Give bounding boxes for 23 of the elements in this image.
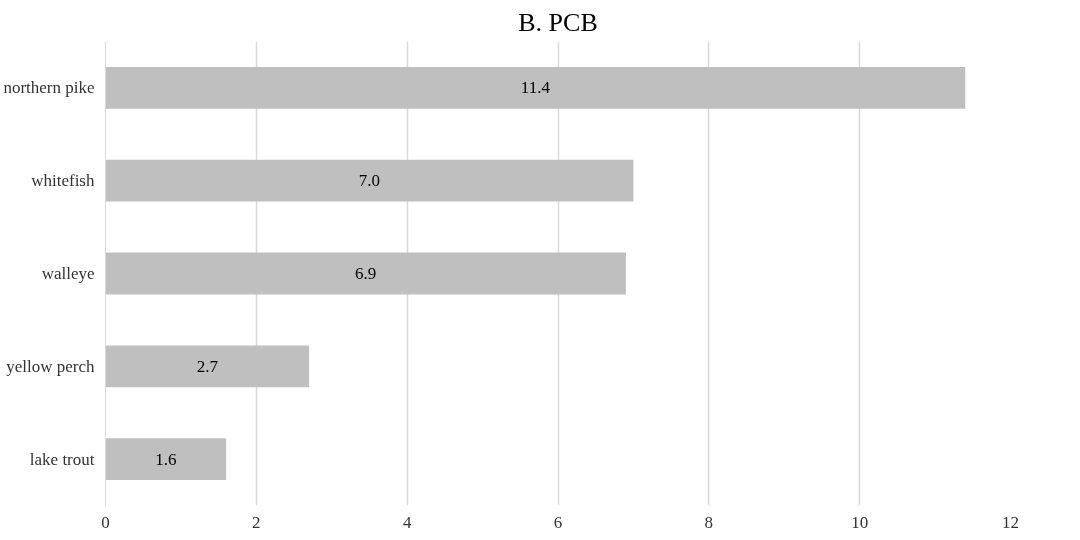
y-tick-label: whitefish [31, 171, 95, 191]
bar [105, 345, 310, 388]
y-tick-label: yellow perch [6, 356, 95, 376]
bar [105, 252, 626, 295]
bar [105, 67, 966, 109]
x-tick-label: 2 [252, 512, 261, 532]
chart-title: B. PCB [518, 7, 598, 37]
x-tick-label: 12 [1002, 512, 1019, 532]
x-tick-label: 8 [704, 512, 714, 532]
y-tick-label: walleye [41, 264, 95, 283]
data-label: 6.9 [355, 264, 377, 283]
bar [105, 159, 634, 202]
x-tick-label: 4 [402, 512, 412, 532]
y-tick-label: northern pike [3, 78, 95, 98]
bar [105, 438, 227, 480]
data-label: 1.6 [155, 449, 177, 469]
data-label: 7.0 [358, 171, 381, 191]
data-label: 11.4 [520, 78, 551, 98]
x-tick-label: 0 [101, 512, 110, 532]
data-label: 2.7 [196, 356, 219, 376]
y-tick-label: lake trout [29, 449, 95, 469]
x-tick-label: 6 [553, 512, 563, 532]
x-tick-label: 10 [851, 512, 869, 532]
